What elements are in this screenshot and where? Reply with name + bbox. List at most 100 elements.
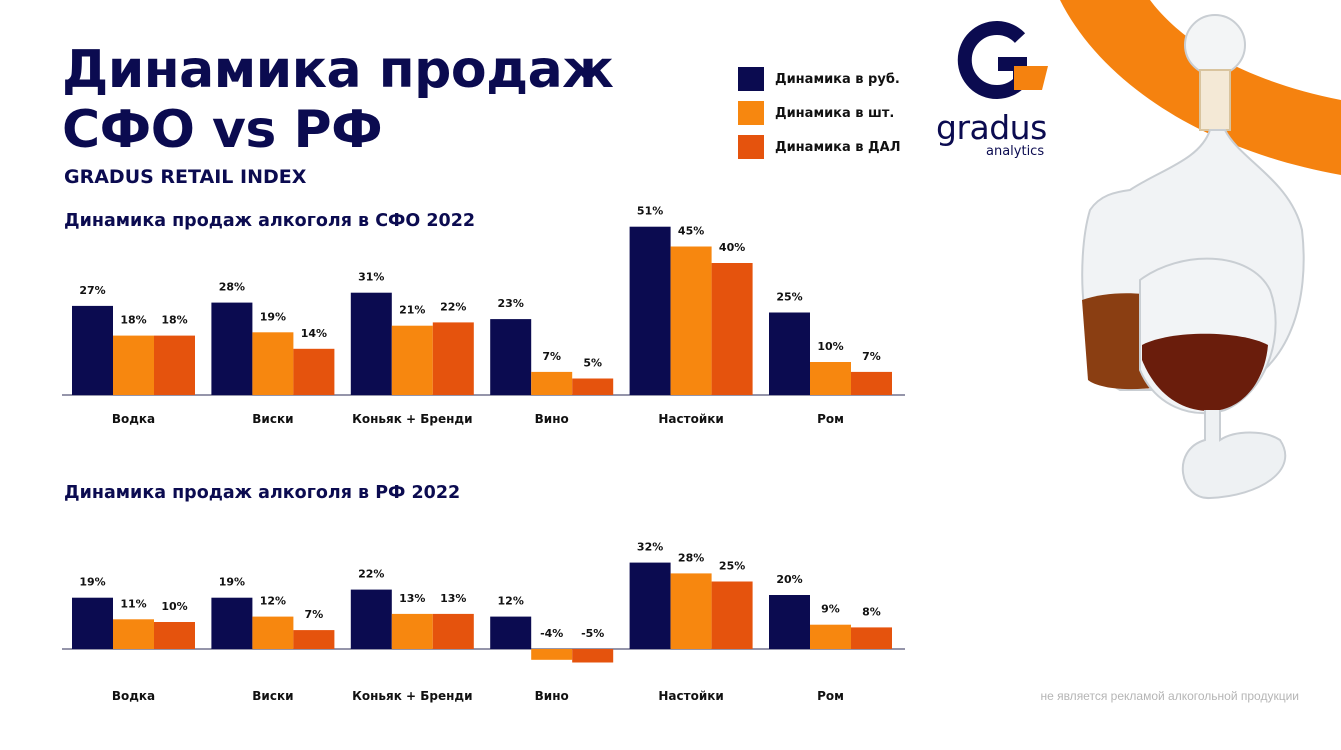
data-label-0-4-2: 40% [719,241,745,254]
bar-0-2-0 [350,292,392,395]
chart-title-1: Динамика продаж алкоголя в РФ 2022 [64,483,460,503]
data-label-1-2-0: 22% [358,568,384,581]
bar-0-5-2 [851,371,892,395]
decanter-illustration [1060,0,1341,500]
category-label-0-4: Настойки [658,412,723,426]
bar-1-5-0 [769,595,810,649]
legend-item-units: Динамика в шт. [738,96,901,130]
gradus-logo: gradus analytics [930,20,1060,165]
data-label-1-5-1: 9% [821,603,840,616]
bar-1-0-2 [154,622,195,649]
bar-1-4-1 [670,573,712,649]
bar-0-2-1 [391,325,433,395]
bar-0-4-2 [711,263,753,395]
category-label-1-1: Виски [252,689,293,703]
bar-0-0-1 [113,335,154,395]
category-label-0-5: Ром [817,412,844,426]
bar-0-0-0 [72,305,113,395]
bar-0-1-1 [252,332,294,395]
bar-1-3-2 [572,649,614,663]
category-label-0-2: Коньяк + Бренди [352,412,472,426]
bar-0-3-0 [490,319,532,395]
bar-1-2-0 [350,589,392,649]
data-label-1-0-1: 11% [120,597,146,610]
category-label-0-0: Водка [112,412,155,426]
bar-0-5-0 [769,312,810,395]
data-label-1-2-1: 13% [399,592,425,605]
data-label-1-4-1: 28% [678,551,704,564]
bar-1-1-2 [293,630,335,649]
data-label-0-3-0: 23% [498,297,524,310]
disclaimer-text: не является рекламой алкогольной продукц… [1040,689,1299,703]
data-label-1-2-2: 13% [440,592,466,605]
data-label-0-4-1: 45% [678,225,704,238]
category-label-1-3: Вино [535,689,569,703]
bar-0-3-1 [531,371,573,395]
legend-swatch-dal [738,135,764,159]
data-label-1-0-2: 10% [161,600,187,613]
legend-label-dal: Динамика в ДАЛ [775,139,901,155]
bar-1-4-0 [629,562,671,649]
data-label-0-5-1: 10% [817,340,843,353]
bar-0-1-2 [293,348,335,395]
category-label-1-4: Настойки [658,689,723,703]
data-label-0-5-0: 25% [776,291,802,304]
chart-title-0: Динамика продаж алкоголя в СФО 2022 [64,211,475,231]
data-label-1-4-2: 25% [719,560,745,573]
data-label-1-3-0: 12% [498,595,524,608]
category-label-1-0: Водка [112,689,155,703]
page-title-line2: СФО vs РФ [62,100,383,160]
page-title-line1: Динамика продаж [62,40,614,100]
data-label-0-2-0: 31% [358,271,384,284]
category-label-0-1: Виски [252,412,293,426]
bar-0-0-2 [154,335,195,395]
data-label-1-1-2: 7% [305,608,324,621]
bar-1-0-0 [72,597,113,649]
bar-1-3-1 [531,649,573,660]
bar-0-4-0 [629,226,671,395]
legend-label-units: Динамика в шт. [775,105,895,121]
bar-1-1-0 [211,597,253,649]
bar-1-5-2 [851,627,892,649]
bar-1-4-2 [711,581,753,649]
data-label-0-1-0: 28% [219,281,245,294]
bar-0-5-1 [810,362,851,395]
bar-1-2-1 [391,613,433,649]
data-label-0-0-1: 18% [120,314,146,327]
bar-1-0-1 [113,619,154,649]
legend-item-dal: Динамика в ДАЛ [738,130,901,164]
data-label-0-0-2: 18% [161,314,187,327]
legend-label-rub: Динамика в руб. [775,71,900,87]
category-label-1-2: Коньяк + Бренди [352,689,472,703]
bar-1-3-0 [490,616,532,649]
data-label-1-5-2: 8% [862,605,881,618]
data-label-0-2-2: 22% [440,300,466,313]
data-label-0-1-2: 14% [301,327,327,340]
bar-1-5-1 [810,624,851,649]
data-label-0-5-2: 7% [862,350,881,363]
page-title: Динамика продаж СФО vs РФ [62,40,614,160]
category-label-1-5: Ром [817,689,844,703]
bar-0-3-2 [572,378,614,395]
bar-1-1-1 [252,616,294,649]
data-label-0-1-1: 19% [260,310,286,323]
legend-swatch-units [738,101,764,125]
bar-0-2-2 [432,322,474,395]
data-label-1-1-0: 19% [219,576,245,589]
page-subtitle: GRADUS RETAIL INDEX [64,166,307,188]
category-label-0-3: Вино [535,412,569,426]
data-label-0-3-2: 5% [583,357,602,370]
bar-1-2-2 [432,613,474,649]
data-label-1-3-2: -5% [581,627,604,640]
data-label-1-1-1: 12% [260,595,286,608]
data-label-0-3-1: 7% [542,350,561,363]
glass-icon [1139,257,1287,500]
logo-subtitle: analytics [986,144,1045,159]
data-label-0-0-0: 27% [79,284,105,297]
chart-legend: Динамика в руб. Динамика в шт. Динамика … [738,62,901,164]
legend-swatch-rub [738,67,764,91]
data-label-0-4-0: 51% [637,205,663,218]
logo-wordmark: gradus [936,108,1047,147]
data-label-0-2-1: 21% [399,304,425,317]
